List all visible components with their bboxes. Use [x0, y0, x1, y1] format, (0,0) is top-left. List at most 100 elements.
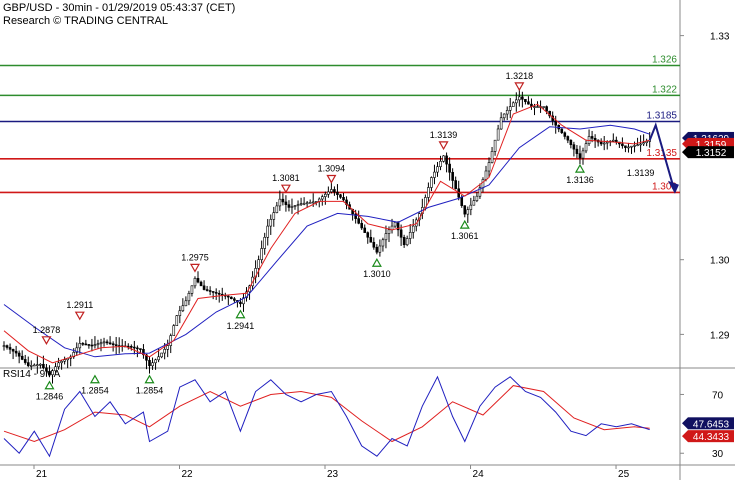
candle-body	[287, 204, 291, 208]
candle-body	[308, 202, 312, 204]
candle-body	[372, 241, 376, 248]
candle-body	[569, 139, 573, 145]
price-tick-label: 1.33	[710, 32, 730, 43]
candle-body	[151, 362, 154, 367]
candle-body	[299, 203, 303, 205]
pivots: 1.2878 1.2846 1.2911 1.2854 1.2854 1.2975 1.29…	[33, 71, 655, 402]
candle-body	[393, 222, 397, 227]
candle-body	[14, 350, 18, 354]
rsi-badge-pointer	[682, 430, 688, 443]
candle-body	[72, 352, 76, 358]
candle-body	[460, 196, 464, 206]
pivot-high-marker	[189, 263, 201, 273]
pivot-high-label: 1.3139	[430, 130, 458, 140]
candle-body	[57, 362, 60, 368]
candle-body	[29, 365, 33, 367]
candle-body	[39, 363, 42, 366]
candle-body	[311, 201, 315, 204]
chart-title: GBP/USD - 30min - 01/29/2019 05:43:37 (C…	[3, 2, 236, 14]
rsi-badge-label: 47.6453	[693, 419, 730, 430]
candle-body	[269, 219, 273, 227]
candle-body	[633, 145, 636, 147]
candle-body	[630, 145, 633, 148]
candle-body	[26, 362, 30, 367]
candle-body	[584, 143, 588, 152]
candle-body	[542, 106, 545, 108]
candle-body	[284, 201, 288, 205]
candle-body	[23, 359, 27, 363]
pivot-high-marker	[280, 184, 291, 194]
pivot-low-label: 1.2854	[136, 386, 164, 396]
candle-body	[163, 349, 166, 354]
candle-body	[333, 189, 336, 193]
candle-body	[330, 189, 333, 193]
candle-body	[436, 166, 439, 173]
candle-body	[96, 343, 100, 346]
pivot-low-label: 1.2846	[36, 392, 64, 402]
candle-body	[508, 106, 512, 111]
candle-body	[439, 160, 442, 168]
levels: 1.326 1.322 1.3185 1.3135 1.309	[0, 54, 680, 194]
candle-body	[566, 136, 570, 141]
candle-body	[257, 259, 260, 269]
candle-body	[5, 345, 9, 348]
price-tick-label: 1.30	[710, 256, 730, 267]
pivot-high-label: 1.2975	[181, 252, 209, 262]
candle-body	[527, 101, 530, 105]
research-credit: Research © TRADING CENTRAL	[3, 15, 168, 27]
candle-body	[545, 106, 548, 112]
candle-body	[602, 142, 606, 145]
rsi-line	[3, 375, 650, 458]
candle-body	[363, 227, 367, 233]
candle-body	[518, 96, 521, 101]
candle-body	[272, 212, 276, 220]
rsi-title: RSI14 - 9MA	[3, 369, 61, 380]
candle-body	[521, 96, 524, 100]
candle-body	[260, 248, 263, 260]
candle-body	[563, 132, 567, 137]
candle-body	[175, 315, 179, 326]
rsi-panel: 70 30 47.6453 44.3433	[3, 375, 734, 460]
candle-body	[139, 348, 142, 350]
candle-body	[448, 163, 451, 173]
candle-body	[599, 141, 603, 145]
candle-body	[302, 202, 306, 205]
candle-body	[2, 345, 6, 347]
candle-body	[208, 290, 212, 292]
candle-body	[451, 172, 454, 181]
candle-body	[293, 205, 297, 207]
candle-body	[296, 204, 300, 206]
rsi-badge-pointer	[682, 417, 688, 430]
candle-body	[48, 370, 51, 376]
candle-body	[166, 345, 169, 350]
candle-body	[63, 359, 66, 362]
candle-body	[621, 143, 624, 147]
candle-body	[42, 363, 45, 369]
candle-body	[399, 229, 403, 238]
rsi-tick-label: 30	[712, 449, 724, 460]
candle-body	[442, 155, 445, 162]
candle-body	[402, 236, 406, 246]
pivot-high-label: 1.3081	[272, 173, 300, 183]
candle-body	[511, 102, 515, 107]
candle-body	[484, 170, 488, 180]
candle-body	[136, 347, 139, 350]
pivot-low-marker	[459, 219, 470, 229]
pivot-high-label: 1.3094	[318, 163, 346, 173]
candle-body	[196, 278, 200, 283]
candle-body	[642, 142, 645, 145]
candle-body	[475, 195, 479, 201]
candle-body	[430, 177, 433, 188]
candle-body	[230, 296, 233, 300]
pivot-low-marker	[89, 374, 100, 384]
candle-body	[84, 343, 88, 346]
candle-body	[278, 198, 282, 207]
candle-body	[133, 346, 136, 349]
candle-body	[214, 292, 218, 294]
candle-body	[233, 298, 236, 301]
candle-body	[160, 352, 163, 358]
candle-body	[242, 297, 245, 305]
candle-body	[193, 278, 197, 287]
pivot-high-marker	[74, 311, 85, 321]
candle-body	[33, 364, 36, 367]
